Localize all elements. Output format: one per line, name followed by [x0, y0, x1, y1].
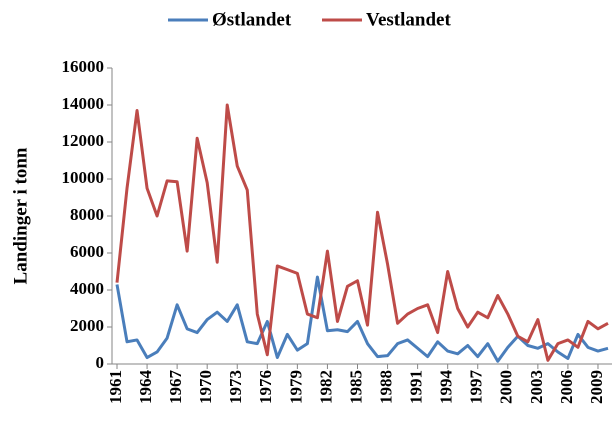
x-tick-label: 2000 — [497, 370, 516, 404]
x-tick-label: 1988 — [376, 370, 395, 404]
legend-label: Østlandet — [212, 9, 292, 30]
x-tick-label: 1967 — [166, 370, 185, 405]
x-tick-label: 2006 — [557, 370, 576, 404]
series-line — [115, 103, 609, 362]
y-tick-label: 12000 — [62, 131, 105, 150]
x-tick-label: 1961 — [106, 370, 125, 404]
x-tick-label: 1991 — [407, 370, 426, 404]
x-tick-label: 1979 — [286, 370, 305, 404]
y-axis-label: Landinger i tonn — [10, 147, 31, 284]
x-tick-label: 1985 — [346, 370, 365, 404]
y-tick-label: 6000 — [70, 242, 104, 261]
legend-label: Vestlandet — [366, 9, 451, 30]
x-tick-label: 1997 — [467, 370, 486, 405]
y-tick-label: 8000 — [70, 205, 104, 224]
y-tick-label: 0 — [96, 353, 105, 372]
y-tick-label: 2000 — [70, 316, 104, 335]
x-tick-label: 1964 — [136, 370, 155, 405]
series-line — [115, 275, 609, 363]
y-tick-label: 16000 — [62, 57, 105, 76]
x-tick-label: 2009 — [587, 370, 606, 404]
x-tick-label: 2003 — [527, 370, 546, 404]
x-tick-label: 1970 — [196, 370, 215, 404]
x-tick-label: 1976 — [256, 370, 275, 404]
y-tick-label: 4000 — [70, 279, 104, 298]
y-tick-label: 14000 — [62, 94, 105, 113]
y-tick-label: 10000 — [62, 168, 105, 187]
x-tick-label: 1982 — [316, 370, 335, 404]
x-tick-label: 1994 — [437, 370, 456, 405]
x-tick-label: 1973 — [226, 370, 245, 404]
